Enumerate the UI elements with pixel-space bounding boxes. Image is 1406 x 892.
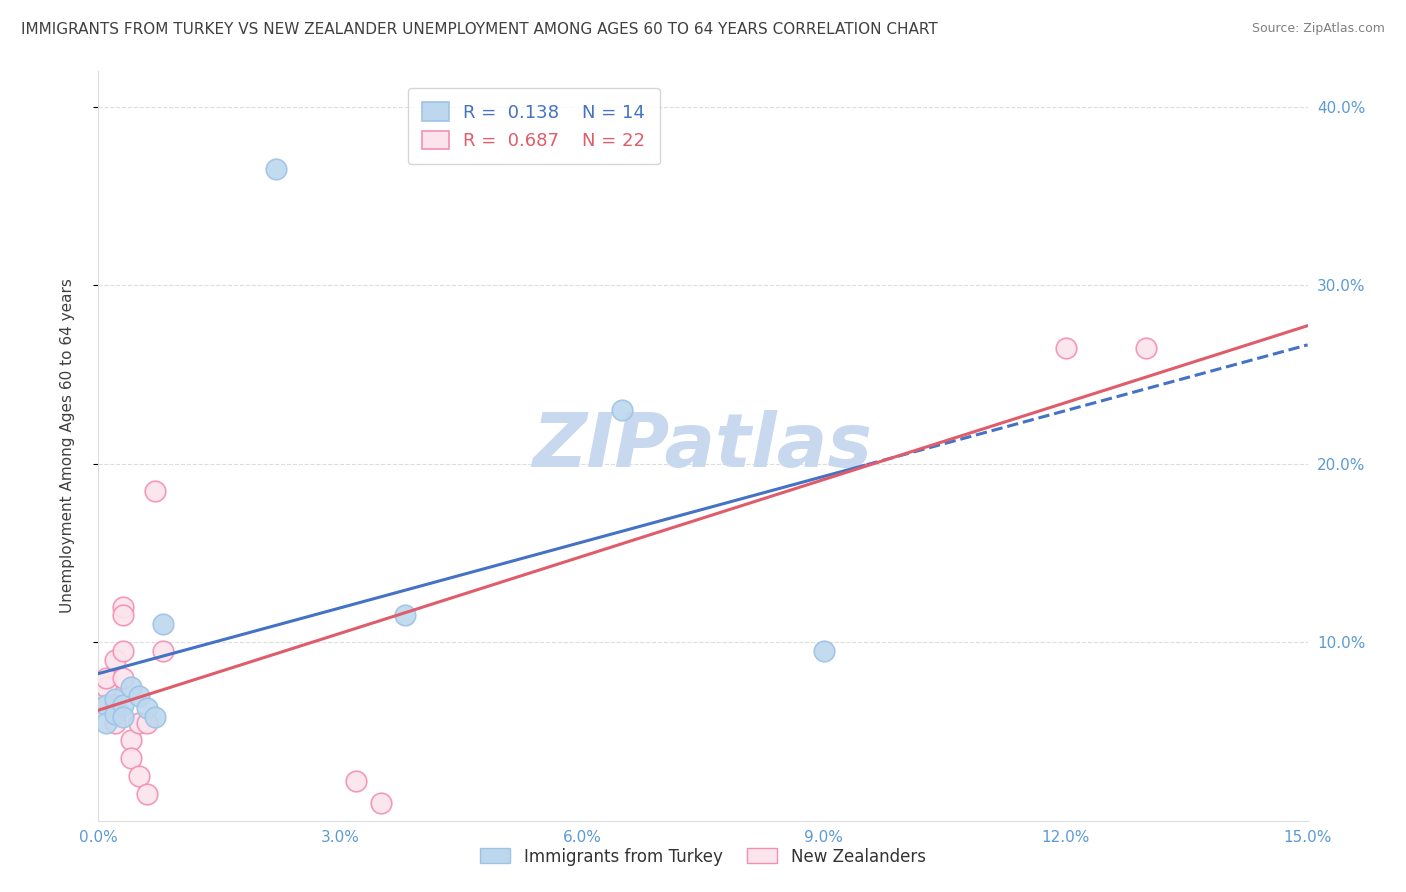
Point — [96, 698, 118, 712]
Point — [120, 751, 142, 765]
Point — [96, 715, 118, 730]
Point — [1135, 341, 1157, 355]
Point — [103, 653, 125, 667]
Point — [111, 698, 134, 712]
Point — [813, 644, 835, 658]
Point — [612, 403, 634, 417]
Point — [1054, 341, 1077, 355]
Point — [120, 680, 142, 694]
Point — [111, 644, 134, 658]
Point — [128, 689, 150, 703]
Point — [96, 671, 118, 685]
Legend: Immigrants from Turkey, New Zealanders: Immigrants from Turkey, New Zealanders — [474, 841, 932, 872]
Point — [111, 599, 134, 614]
Point — [96, 680, 118, 694]
Text: IMMIGRANTS FROM TURKEY VS NEW ZEALANDER UNEMPLOYMENT AMONG AGES 60 TO 64 YEARS C: IMMIGRANTS FROM TURKEY VS NEW ZEALANDER … — [21, 22, 938, 37]
Point — [143, 710, 166, 724]
Point — [370, 796, 392, 810]
Point — [96, 698, 118, 712]
Point — [135, 715, 157, 730]
Point — [103, 706, 125, 721]
Point — [111, 671, 134, 685]
Point — [152, 644, 174, 658]
Point — [135, 787, 157, 801]
Point — [111, 608, 134, 623]
Point — [128, 715, 150, 730]
Point — [103, 692, 125, 706]
Point — [152, 617, 174, 632]
Y-axis label: Unemployment Among Ages 60 to 64 years: Unemployment Among Ages 60 to 64 years — [60, 278, 75, 614]
Point — [111, 710, 134, 724]
Point — [344, 774, 367, 789]
Point — [103, 715, 125, 730]
Text: ZIPatlas: ZIPatlas — [533, 409, 873, 483]
Point — [103, 698, 125, 712]
Text: Source: ZipAtlas.com: Source: ZipAtlas.com — [1251, 22, 1385, 36]
Point — [120, 733, 142, 747]
Point — [264, 162, 287, 177]
Point — [135, 701, 157, 715]
Point — [143, 483, 166, 498]
Point — [128, 769, 150, 783]
Point — [394, 608, 416, 623]
